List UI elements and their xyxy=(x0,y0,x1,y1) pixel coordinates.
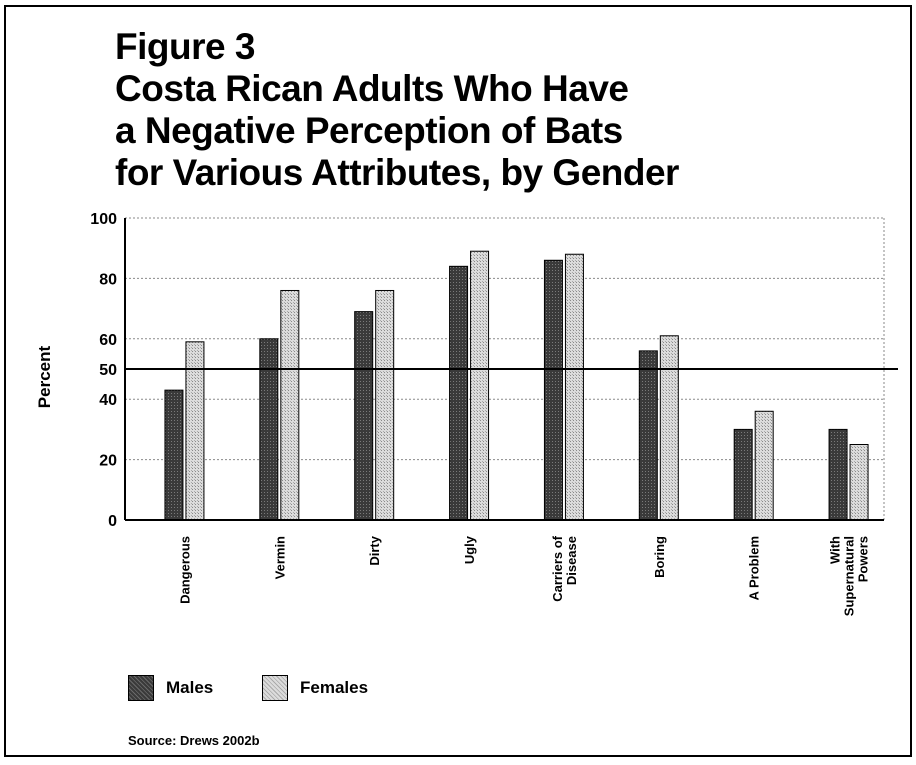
x-tick-label-line: Boring xyxy=(652,536,667,578)
x-tick-label-line: A Problem xyxy=(747,536,762,601)
bar-females xyxy=(849,444,869,521)
y-axis-label: Percent xyxy=(35,345,54,408)
bar-females xyxy=(564,253,584,521)
y-tick-label: 80 xyxy=(99,271,117,288)
y-tick-label: 20 xyxy=(99,453,117,470)
x-tick-label: Boring xyxy=(652,536,667,578)
x-tick-label: Ugly xyxy=(462,535,477,564)
title-line-3: for Various Attributes, by Gender xyxy=(115,152,679,193)
bar-males xyxy=(638,350,658,521)
y-tick-label: 60 xyxy=(99,332,117,349)
y-tick-label: 50 xyxy=(99,362,117,379)
y-tick-label: 0 xyxy=(108,513,117,530)
bar-males xyxy=(164,389,184,521)
bar-females xyxy=(754,410,774,521)
x-tick-label-line: Vermin xyxy=(272,536,287,579)
legend-label-males: Males xyxy=(166,678,214,697)
figure-frame xyxy=(4,5,912,757)
bar-males xyxy=(828,428,848,521)
x-tick-label-line: Dirty xyxy=(367,535,382,565)
bar-females xyxy=(375,289,395,521)
legend-label-females: Females xyxy=(300,678,369,697)
x-tick-label: Dangerous xyxy=(177,536,192,604)
x-tick-label-line: Dangerous xyxy=(177,536,192,604)
bar-females xyxy=(470,250,490,521)
legend-swatch-males xyxy=(128,675,154,701)
x-tick-label-line: Carriers of xyxy=(550,535,565,601)
y-tick-label: 40 xyxy=(99,392,117,409)
title-line-2: a Negative Perception of Bats xyxy=(115,110,623,151)
x-tick-label: Vermin xyxy=(272,536,287,579)
bar-males xyxy=(259,338,279,521)
bar-males xyxy=(449,265,469,521)
x-tick-label: A Problem xyxy=(747,536,762,601)
bar-males xyxy=(733,428,753,521)
legend-item-males: Males xyxy=(128,675,213,701)
x-tick-label-line: Powers xyxy=(856,536,871,582)
bar-males xyxy=(354,311,374,521)
x-tick-label: With Supernatural Powers xyxy=(828,536,871,616)
title-line-1: Costa Rican Adults Who Have xyxy=(115,68,629,109)
x-tick-label: Carriers of Disease xyxy=(550,535,579,601)
bar-males xyxy=(543,259,563,521)
source-note: Source: Drews 2002b xyxy=(128,733,260,748)
legend-swatch-females xyxy=(262,675,288,701)
x-tick-label-line: Supernatural xyxy=(842,536,857,616)
bar-females xyxy=(280,289,300,521)
x-tick-label-line: With xyxy=(828,536,843,564)
legend-item-females: Females xyxy=(262,675,368,701)
x-tick-label: Dirty xyxy=(367,535,382,565)
y-tick-label: 100 xyxy=(90,211,117,228)
x-tick-label-line: Disease xyxy=(564,536,579,585)
bar-females xyxy=(659,335,679,521)
figure-title-block: Figure 3 Costa Rican Adults Who Have a N… xyxy=(115,26,679,194)
figure-label: Figure 3 xyxy=(115,26,255,67)
x-tick-label-line: Ugly xyxy=(462,535,477,564)
